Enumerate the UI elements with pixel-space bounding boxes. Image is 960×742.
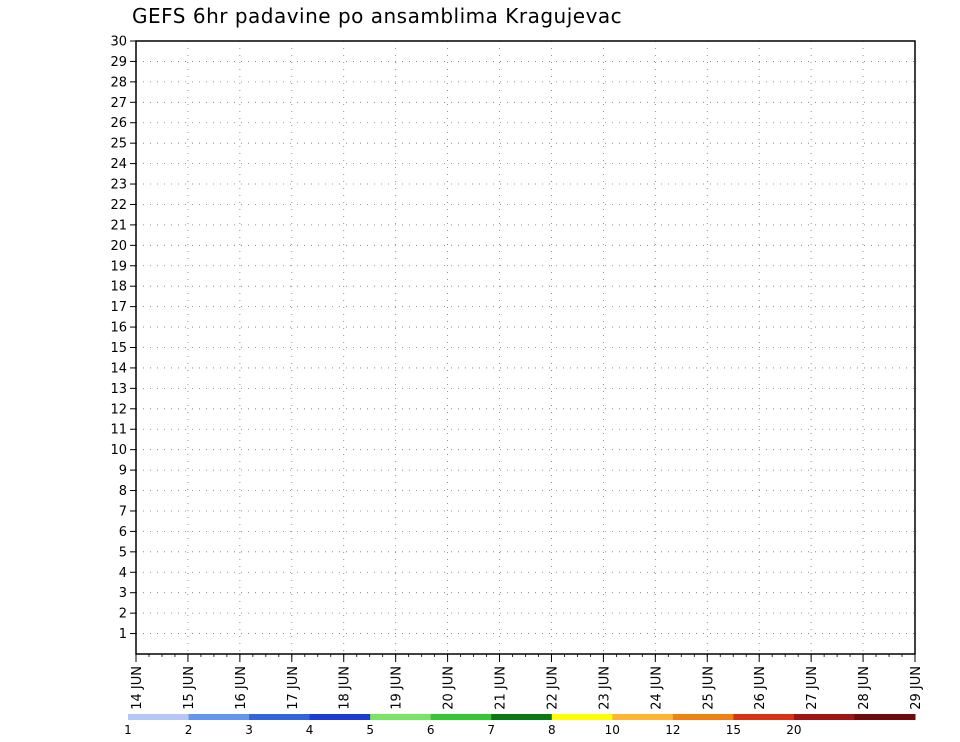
y-tick-label: 6 [119,525,127,540]
y-tick-label: 7 [119,504,127,519]
y-tick-label: 24 [110,157,127,172]
y-tick-label: 1 [119,627,127,642]
colorbar-swatch [188,714,250,720]
x-tick-label: 23 JUN [597,666,612,710]
x-tick-label: 25 JUN [701,666,716,710]
y-tick-label: 28 [110,75,127,90]
x-tick-label: 17 JUN [286,666,301,710]
y-tick-label: 14 [110,361,127,376]
y-tick-label: 27 [110,96,127,111]
y-tick-label: 4 [119,566,127,581]
x-tick-label: 24 JUN [649,666,664,710]
colorbar-swatch [128,714,190,720]
y-tick-label: 26 [110,116,127,131]
x-tick-label: 26 JUN [753,666,768,710]
y-tick-label: 11 [110,423,127,438]
colorbar-label: 15 [726,723,741,737]
y-tick-label: 20 [110,239,127,254]
y-tick-label: 3 [119,586,127,601]
x-tick-label: 22 JUN [545,666,560,710]
y-tick-label: 29 [110,55,127,70]
colorbar-swatch [672,714,734,720]
colorbar-label: 1 [124,723,132,737]
y-tick-label: 22 [110,198,127,213]
y-tick-label: 2 [119,607,127,622]
x-tick-label: 21 JUN [494,666,509,710]
colorbar-swatch [370,714,432,720]
colorbar-swatch [491,714,553,720]
y-axis-ticks: 1234567891011121314151617181920212223242… [110,35,136,642]
colorbar-label: 3 [245,723,253,737]
x-tick-label: 28 JUN [857,666,872,710]
y-tick-label: 23 [110,178,127,193]
grid-lines [136,41,915,654]
y-tick-label: 18 [110,280,127,295]
colorbar-swatch [793,714,855,720]
colorbar-label: 4 [306,723,314,737]
x-tick-label: 14 JUN [130,666,145,710]
x-axis-ticks: 14 JUN 15 JUN 16 JUN 17 JUN 18 JUN 19 JUN 20 J… [130,654,924,710]
colorbar-swatch [854,714,916,720]
colorbar-label: 7 [487,723,495,737]
colorbar: 1 2 3 4 5 6 7 8 10 12 15 20 [124,714,916,737]
y-tick-label: 5 [119,545,127,560]
colorbar-label: 10 [605,723,620,737]
colorbar-swatch [430,714,492,720]
colorbar-swatch [612,714,674,720]
colorbar-swatch [309,714,371,720]
y-tick-label: 19 [110,259,127,274]
colorbar-label: 6 [427,723,435,737]
colorbar-label: 8 [548,723,556,737]
x-tick-label: 15 JUN [182,666,197,710]
y-tick-label: 21 [110,218,127,233]
colorbar-swatch [249,714,311,720]
x-tick-label: 16 JUN [234,666,249,710]
plot-frame [135,40,916,655]
y-tick-label: 9 [119,464,127,479]
chart-title: GEFS 6hr padavine po ansamblima Kragujev… [132,4,623,28]
y-tick-label: 25 [110,137,127,152]
colorbar-label: 5 [366,723,374,737]
x-tick-label: 18 JUN [338,666,353,710]
y-tick-label: 15 [110,341,127,356]
y-tick-label: 10 [110,443,127,458]
colorbar-swatch [733,714,795,720]
y-tick-label: 16 [110,321,127,336]
colorbar-label: 12 [665,723,680,737]
y-tick-label: 8 [119,484,127,499]
y-tick-label: 12 [110,402,127,417]
colorbar-label: 20 [786,723,801,737]
y-tick-label: 13 [110,382,127,397]
x-tick-label: 19 JUN [390,666,405,710]
colorbar-label: 2 [185,723,193,737]
x-tick-label: 27 JUN [805,666,820,710]
x-tick-label: 29 JUN [909,666,924,710]
x-tick-label: 20 JUN [442,666,457,710]
y-tick-label: 30 [110,35,127,50]
colorbar-swatch [551,714,613,720]
y-tick-label: 17 [110,300,127,315]
